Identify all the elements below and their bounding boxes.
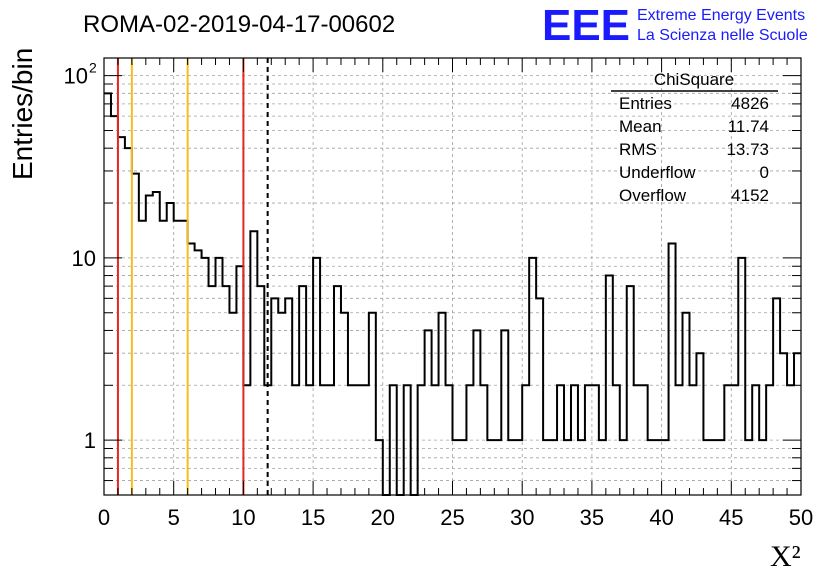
- y-axis-label: Entries/bin: [7, 48, 38, 180]
- x-tick-label: 30: [510, 505, 534, 530]
- stats-value: 13.73: [726, 140, 769, 159]
- y-tick-label: 10: [72, 246, 96, 271]
- eee-logo: EEE: [542, 1, 630, 50]
- x-tick-label: 40: [649, 505, 673, 530]
- stats-label: Mean: [619, 117, 662, 136]
- logo-line-1: Extreme Energy Events: [637, 7, 805, 24]
- x-tick-label: 35: [580, 505, 604, 530]
- x-tick-label: 10: [231, 505, 255, 530]
- axis-ticks: [103, 58, 802, 495]
- histogram-step-line: [104, 92, 801, 496]
- x-tick-label: 0: [98, 505, 110, 530]
- stats-value: 4152: [731, 186, 769, 205]
- y-tick-label: 10: [64, 64, 88, 89]
- grid: [104, 58, 801, 495]
- logo-line-2: La Scienza nelle Scuole: [637, 27, 808, 44]
- x-tick-label: 50: [789, 505, 813, 530]
- stats-value: 0: [760, 163, 769, 182]
- x-tick-label: 25: [440, 505, 464, 530]
- stats-label: Overflow: [619, 186, 687, 205]
- histogram: [104, 92, 801, 496]
- stats-rows: Entries 4826 Mean 11.74 RMS 13.73 Underflow 0 Ov…: [619, 94, 769, 205]
- reference-lines: [116, 58, 269, 495]
- x-tick-label: 5: [168, 505, 180, 530]
- x-tick-labels: 0 5 10 15 20 25 30 35 40 45 50: [98, 505, 813, 530]
- y-tick-label: 1: [84, 428, 96, 453]
- x-tick-label: 45: [719, 505, 743, 530]
- stats-label: RMS: [619, 140, 657, 159]
- stats-box: ChiSquare Entries 4826 Mean 11.74 RMS 13.73 Un…: [611, 70, 778, 205]
- stats-value: 4826: [731, 94, 769, 113]
- stats-label: Underflow: [619, 163, 696, 182]
- stats-title: ChiSquare: [654, 70, 734, 89]
- run-title: ROMA-02-2019-04-17-00602: [83, 11, 395, 38]
- stats-label: Entries: [619, 94, 672, 113]
- y-tick-label-exponent: 2: [89, 60, 97, 76]
- x-tick-label: 20: [371, 505, 395, 530]
- stats-value: 11.74: [728, 117, 769, 136]
- x-tick-label: 15: [301, 505, 325, 530]
- x-axis-label: X²: [770, 540, 801, 572]
